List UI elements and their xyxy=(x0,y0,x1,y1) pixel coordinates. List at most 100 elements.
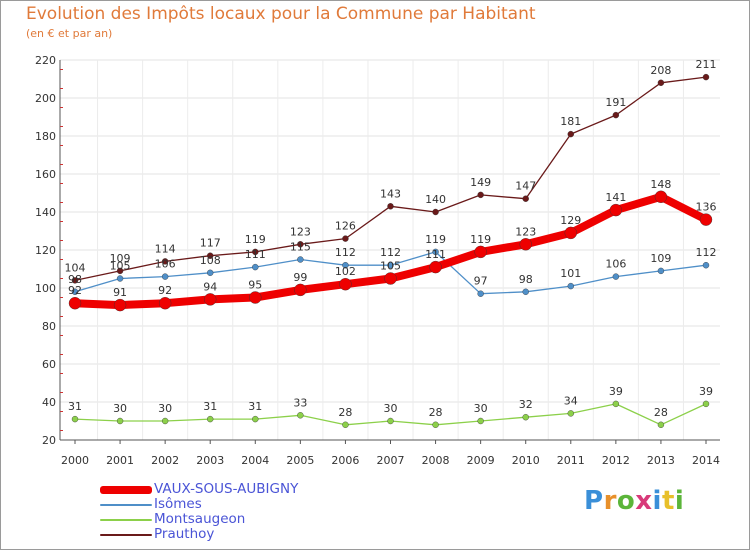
data-label-montsaugeon: 30 xyxy=(158,402,172,415)
data-label-montsaugeon: 30 xyxy=(474,402,488,415)
data-point-montsaugeon xyxy=(612,400,620,408)
data-point-is-mes xyxy=(161,273,169,280)
data-point-montsaugeon xyxy=(71,415,79,423)
data-point-prauthoy xyxy=(207,252,214,259)
data-label-vaux-sous-aubigny: 148 xyxy=(650,178,671,191)
data-point-is-mes xyxy=(702,262,710,269)
x-tick-label: 2001 xyxy=(106,454,134,467)
data-label-is-mes: 97 xyxy=(474,275,488,288)
data-label-montsaugeon: 39 xyxy=(699,385,713,398)
data-label-vaux-sous-aubigny: 95 xyxy=(248,279,262,292)
legend-swatch xyxy=(100,504,152,506)
data-point-is-mes xyxy=(522,288,529,295)
data-label-is-mes: 108 xyxy=(200,254,221,267)
data-point-is-mes xyxy=(612,273,620,280)
data-point-is-mes xyxy=(657,267,665,275)
data-label-is-mes: 105 xyxy=(110,260,131,273)
data-point-vaux-sous-aubigny xyxy=(654,190,668,204)
legend-label: VAUX-SOUS-AUBIGNY xyxy=(154,481,299,497)
y-tick-label: 40 xyxy=(42,396,56,409)
data-point-is-mes xyxy=(297,256,304,263)
data-point-prauthoy xyxy=(477,191,484,199)
legend-label: Prauthoy xyxy=(154,526,215,542)
x-tick-label: 2004 xyxy=(241,454,269,467)
data-label-vaux-sous-aubigny: 91 xyxy=(113,286,127,299)
data-point-montsaugeon xyxy=(387,417,394,425)
data-label-montsaugeon: 34 xyxy=(564,394,578,407)
data-label-montsaugeon: 31 xyxy=(203,400,217,413)
data-point-is-mes xyxy=(387,262,394,269)
data-point-vaux-sous-aubigny xyxy=(474,245,487,259)
data-label-is-mes: 106 xyxy=(155,258,176,271)
data-point-vaux-sous-aubigny xyxy=(429,260,442,274)
data-label-is-mes: 106 xyxy=(605,258,626,271)
data-point-montsaugeon xyxy=(207,415,214,423)
data-point-montsaugeon xyxy=(116,417,124,425)
y-tick-label: 120 xyxy=(35,244,56,257)
data-label-is-mes: 119 xyxy=(425,233,446,246)
data-point-is-mes xyxy=(207,269,214,276)
legend-label: Montsaugeon xyxy=(154,511,246,527)
data-point-vaux-sous-aubigny xyxy=(158,297,172,310)
data-label-prauthoy: 149 xyxy=(470,176,491,189)
data-point-vaux-sous-aubigny xyxy=(699,213,713,226)
x-tick-label: 2007 xyxy=(377,454,405,467)
x-tick-label: 2013 xyxy=(647,454,675,467)
data-label-vaux-sous-aubigny: 123 xyxy=(515,225,536,238)
x-tick-label: 2008 xyxy=(422,454,450,467)
y-tick-label: 100 xyxy=(35,282,56,295)
data-point-prauthoy xyxy=(71,277,79,284)
data-label-vaux-sous-aubigny: 119 xyxy=(470,233,491,246)
data-point-prauthoy xyxy=(116,267,124,275)
data-point-is-mes xyxy=(567,282,574,290)
line-chart: 20 40 60 80 100 120 140 160 180 200 220 2000 2001 200… xyxy=(35,54,720,467)
data-label-prauthoy: 119 xyxy=(245,233,266,246)
data-point-prauthoy xyxy=(612,111,620,119)
legend-swatch xyxy=(100,534,152,536)
data-point-montsaugeon xyxy=(342,421,349,428)
y-tick-label: 180 xyxy=(35,130,56,143)
data-label-vaux-sous-aubigny: 99 xyxy=(293,271,307,284)
data-label-montsaugeon: 32 xyxy=(519,398,533,411)
brand-logo: Proxiti xyxy=(584,486,685,516)
data-point-vaux-sous-aubigny xyxy=(249,291,262,304)
x-tick-label: 2011 xyxy=(557,454,585,467)
data-point-prauthoy xyxy=(252,248,259,256)
data-point-prauthoy xyxy=(297,241,304,248)
data-point-is-mes xyxy=(342,262,349,269)
data-label-prauthoy: 117 xyxy=(200,237,221,250)
data-label-vaux-sous-aubigny: 129 xyxy=(560,214,581,227)
data-point-prauthoy xyxy=(567,130,574,138)
y-tick-label: 20 xyxy=(42,434,56,447)
data-label-prauthoy: 147 xyxy=(515,180,536,193)
data-label-is-mes: 109 xyxy=(650,252,671,265)
data-point-is-mes xyxy=(477,290,484,297)
y-tick-label: 220 xyxy=(35,54,56,67)
data-point-vaux-sous-aubigny xyxy=(564,226,577,240)
y-tick-label: 140 xyxy=(35,206,56,219)
x-tick-label: 2010 xyxy=(512,454,540,467)
data-label-montsaugeon: 39 xyxy=(609,385,623,398)
data-point-prauthoy xyxy=(432,208,439,216)
data-label-is-mes: 98 xyxy=(68,273,82,286)
data-point-montsaugeon xyxy=(297,412,304,419)
data-point-montsaugeon xyxy=(657,421,665,428)
data-label-vaux-sous-aubigny: 92 xyxy=(68,284,82,297)
x-tick-label: 2006 xyxy=(331,454,359,467)
data-label-prauthoy: 181 xyxy=(560,115,581,128)
data-label-montsaugeon: 28 xyxy=(429,406,443,419)
data-label-prauthoy: 114 xyxy=(155,242,176,255)
x-tick-label: 2005 xyxy=(286,454,314,467)
data-label-vaux-sous-aubigny: 102 xyxy=(335,265,356,278)
data-point-montsaugeon xyxy=(702,400,710,408)
data-point-vaux-sous-aubigny xyxy=(339,278,352,291)
data-point-vaux-sous-aubigny xyxy=(68,297,82,310)
legend-swatch xyxy=(100,519,152,521)
data-label-prauthoy: 211 xyxy=(696,58,717,71)
data-label-montsaugeon: 30 xyxy=(113,402,127,415)
data-label-vaux-sous-aubigny: 111 xyxy=(425,248,446,261)
data-label-is-mes: 112 xyxy=(380,246,401,259)
data-label-vaux-sous-aubigny: 105 xyxy=(380,260,401,273)
data-label-prauthoy: 208 xyxy=(650,64,671,77)
data-point-montsaugeon xyxy=(522,414,529,421)
